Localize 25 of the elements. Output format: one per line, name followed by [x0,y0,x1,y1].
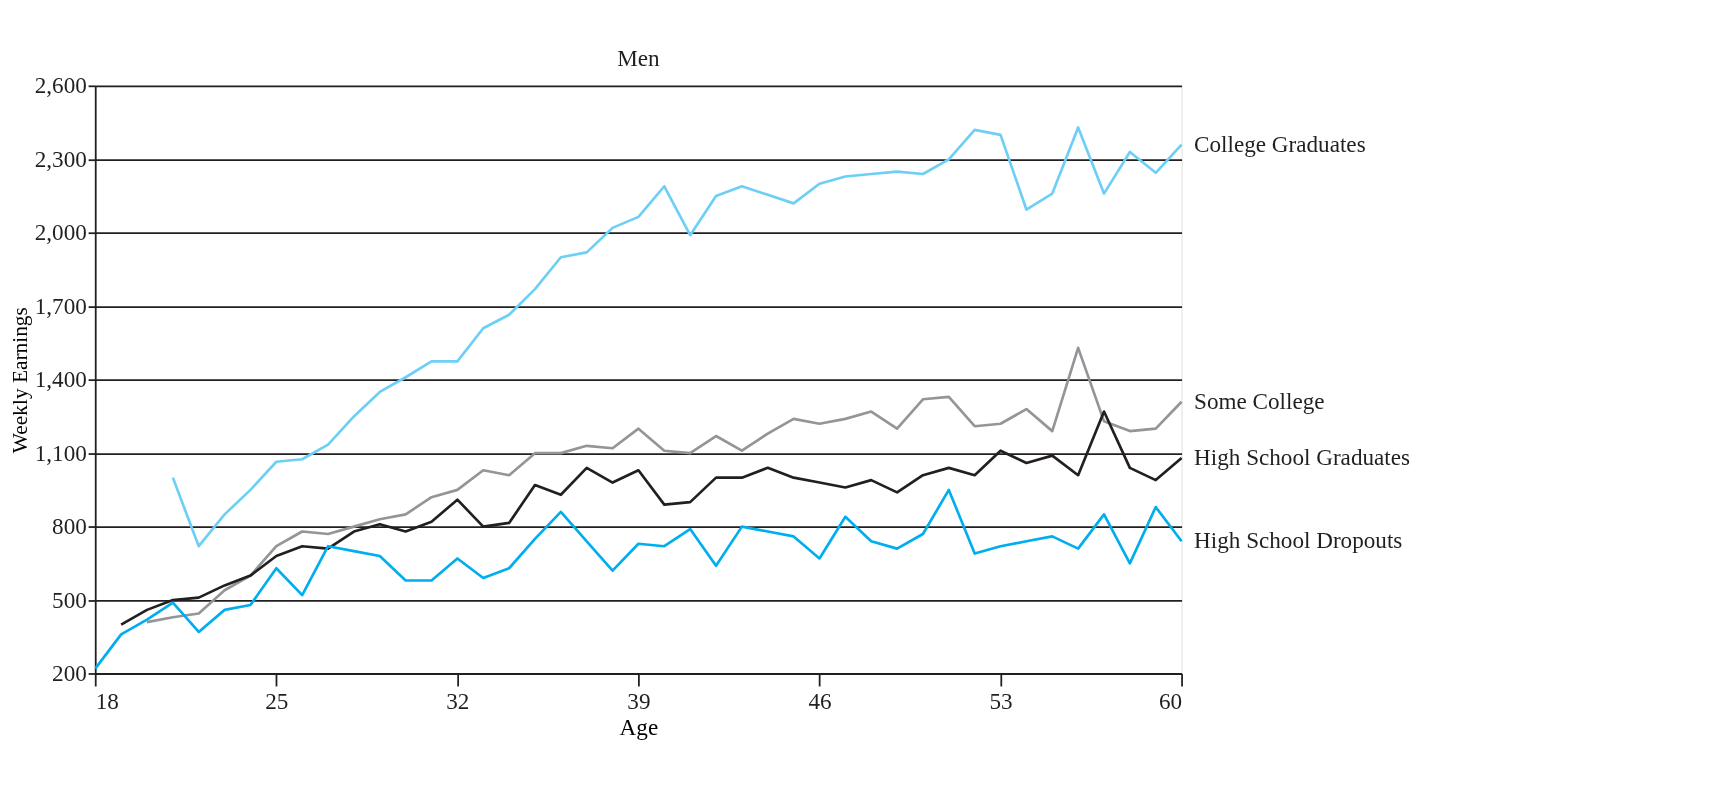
series-label: High School Dropouts [1194,527,1403,554]
x-tick-label: 18 [95,687,119,714]
y-tick-label: 200 [52,660,87,687]
y-tick-label: 1,400 [34,366,87,393]
y-tick-label: 500 [52,586,87,613]
x-tick-label: 25 [265,687,289,714]
y-axis-title: Weekly Earnings [7,307,32,454]
y-tick-label: 1,100 [34,439,87,466]
chart-title: Men [617,45,661,72]
y-tick-label: 2,600 [34,72,87,99]
line-series [145,346,1183,624]
x-tick-label: 60 [1158,687,1183,714]
y-tick-label: 1,700 [34,292,87,319]
x-tick-label: 39 [627,687,651,714]
series-label: College Graduates [1194,130,1366,157]
series-label: High School Graduates [1194,444,1411,471]
x-tick-label: 32 [446,687,470,714]
x-tick-label: 46 [808,687,832,714]
series-label: Some College [1194,387,1325,414]
x-tick-label: 53 [989,687,1013,714]
y-tick-label: 800 [52,513,87,540]
y-tick-label: 2,000 [34,219,87,246]
x-axis-title: Age [619,714,659,741]
line-series [171,126,1183,548]
y-tick-label: 2,300 [34,145,87,172]
